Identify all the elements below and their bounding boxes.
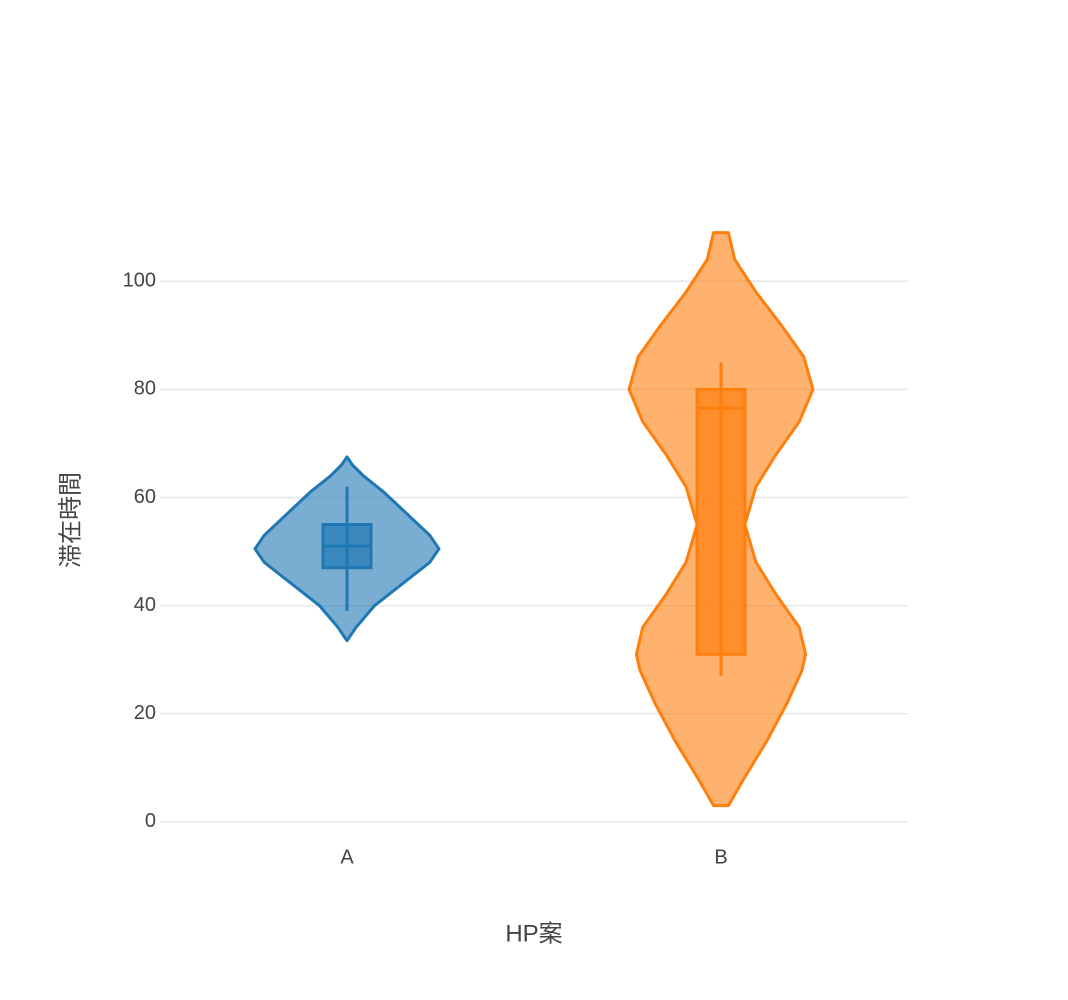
x-axis-title: HP案: [505, 920, 562, 947]
box: [695, 387, 747, 656]
y-tick-label: 20: [134, 702, 156, 724]
x-tick-label: B: [714, 846, 727, 868]
y-axis-title: 滞在時間: [57, 472, 84, 568]
y-tick-label: 80: [134, 378, 156, 400]
y-tick-label: 60: [134, 486, 156, 508]
y-tick-label: 40: [134, 594, 156, 616]
y-tick-label: 0: [145, 810, 156, 832]
x-tick-label: A: [340, 846, 354, 868]
y-tick-label: 100: [123, 270, 156, 292]
